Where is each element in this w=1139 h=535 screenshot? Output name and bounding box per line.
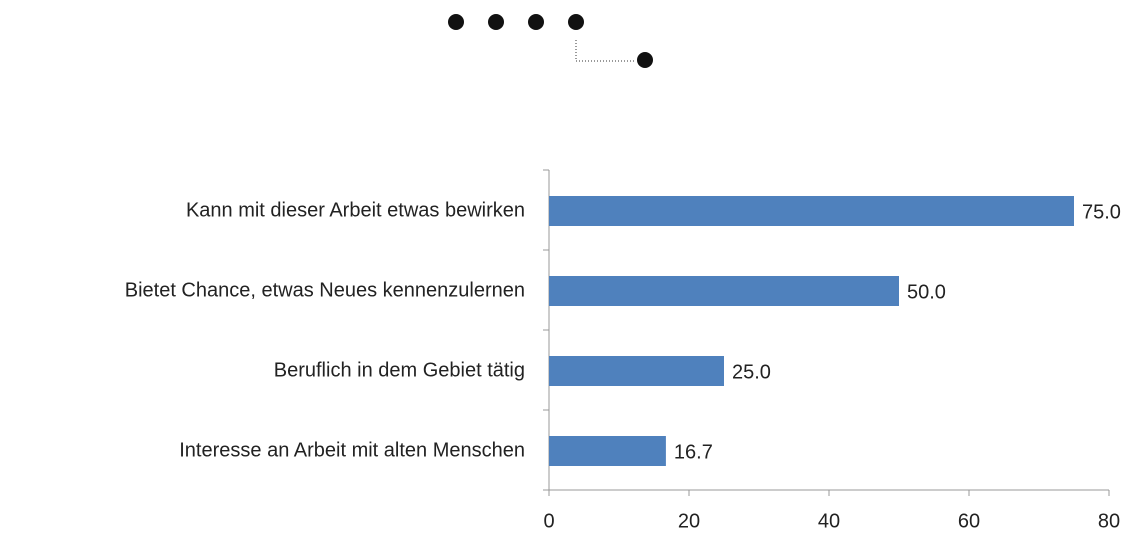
dot <box>637 52 653 68</box>
x-tick-label: 0 <box>543 510 554 532</box>
data-label: 25.0 <box>732 361 771 383</box>
bar <box>549 196 1074 226</box>
data-label: 16.7 <box>674 441 713 463</box>
y-tick-label: Bietet Chance, etwas Neues kennenzulerne… <box>125 279 525 301</box>
dot <box>448 14 464 30</box>
data-label: 50.0 <box>907 281 946 303</box>
x-tick-label: 40 <box>818 510 840 532</box>
bar <box>549 276 899 306</box>
data-label: 75.0 <box>1082 201 1121 223</box>
y-tick-label: Kann mit dieser Arbeit etwas bewirken <box>186 199 525 221</box>
dot <box>488 14 504 30</box>
bar <box>549 436 666 466</box>
x-tick-label: 60 <box>958 510 980 532</box>
decoration <box>448 14 653 68</box>
x-tick-label: 20 <box>678 510 700 532</box>
bar <box>549 356 724 386</box>
y-tick-label: Interesse an Arbeit mit alten Menschen <box>179 439 525 461</box>
x-tick-label: 80 <box>1098 510 1120 532</box>
y-tick-label: Beruflich in dem Gebiet tätig <box>274 359 525 381</box>
connector <box>575 40 636 62</box>
dot <box>528 14 544 30</box>
dot <box>568 14 584 30</box>
